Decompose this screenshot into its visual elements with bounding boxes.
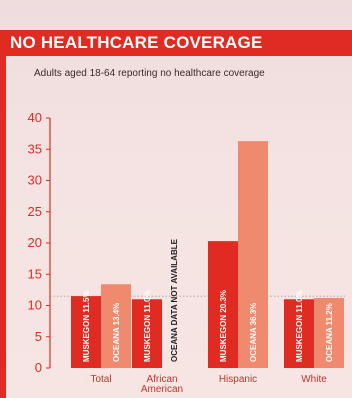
y-tick-label: 5: [35, 329, 42, 344]
y-tick-label: 0: [35, 360, 42, 375]
y-tick-label: 10: [28, 298, 42, 313]
left-accent-band: [0, 30, 6, 398]
y-tick-label: 20: [28, 235, 42, 250]
bar-data-label: OCEANA 11.2%: [325, 303, 334, 362]
x-category-label: White: [301, 374, 327, 385]
bar-oceana: [101, 284, 131, 368]
data-not-available-label: OCEANA DATA NOT AVAILABLE: [170, 238, 179, 362]
y-tick-label: 15: [28, 266, 42, 281]
x-category-label: American: [141, 384, 183, 395]
x-category-label: Total: [90, 374, 111, 385]
header-bar: NO HEALTHCARE COVERAGE: [0, 30, 352, 56]
y-tick-label: 30: [28, 173, 42, 188]
y-tick-label: 25: [28, 204, 42, 219]
bar-data-label: OCEANA 36.3%: [249, 303, 258, 362]
bar-muskegon: [71, 296, 101, 368]
bar-muskegon: [208, 241, 238, 368]
bar-oceana: [314, 298, 344, 368]
bar-oceana: [238, 141, 268, 368]
x-category-label: African: [146, 374, 177, 385]
bar-data-label: MUSKEGON 11.5%: [82, 290, 91, 362]
chart-subtitle: Adults aged 18-64 reporting no healthcar…: [34, 68, 265, 79]
bar-muskegon: [132, 299, 162, 368]
bar-data-label: MUSKEGON 11.0%: [295, 290, 304, 362]
bar-data-label: MUSKEGON 11.0%: [143, 290, 152, 362]
y-tick-label: 40: [28, 110, 42, 125]
page-title: NO HEALTHCARE COVERAGE: [10, 33, 263, 52]
y-tick-label: 35: [28, 141, 42, 156]
bar-muskegon: [284, 299, 314, 368]
x-category-label: Hispanic: [219, 374, 257, 385]
bar-data-label: MUSKEGON 20.3%: [219, 290, 228, 362]
bar-data-label: OCEANA 13.4%: [112, 303, 121, 362]
